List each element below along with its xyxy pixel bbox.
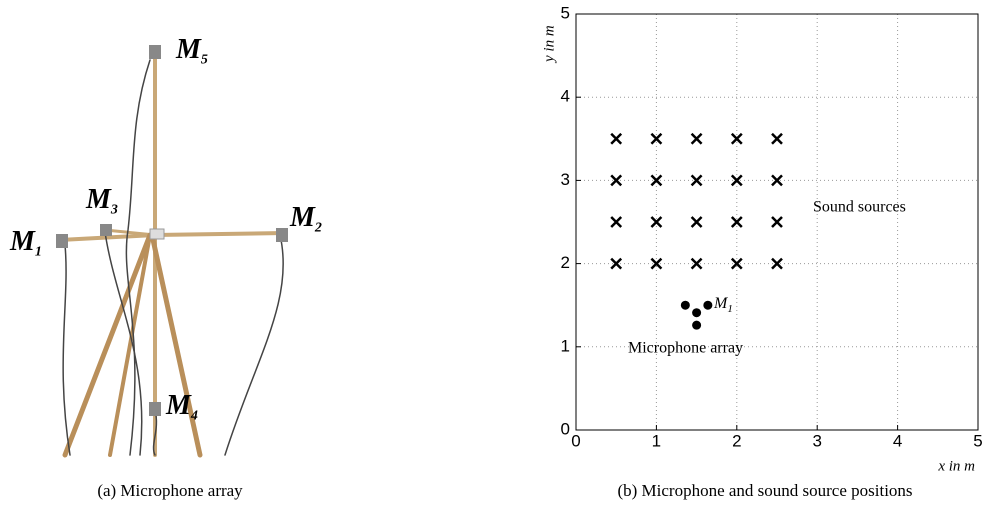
source-marker [690,174,703,187]
x-tick-label: 5 [973,431,982,450]
source-marker [771,216,783,228]
x-tick-label: 3 [812,431,821,450]
series-annotation: Sound sources [813,199,906,216]
mic-label: M3 [85,184,118,217]
source-marker [690,257,703,270]
mic-marker [680,300,690,310]
series-annotation: Microphone array [628,340,743,357]
mic-label-sub: 1 [35,245,42,260]
mic-label: M5 [175,34,208,67]
x-tick-label: 0 [571,431,580,450]
source-marker [771,132,783,145]
source-marker [650,174,663,187]
source-marker [650,216,663,228]
y-tick-label: 2 [561,253,570,272]
source-marker [610,132,623,145]
source-marker [730,216,743,228]
x-tick-label: 2 [732,431,741,450]
source-marker [730,257,743,270]
plot-frame [575,13,979,431]
mic-label: M2 [289,202,322,235]
x-axis-label: x in m [937,458,975,474]
source-marker [730,132,743,145]
source-marker [690,216,703,228]
mic-marker [692,308,702,318]
x-tick-label: 4 [893,431,902,450]
mic-label-sub: 2 [314,221,322,236]
mic-label-sub: 3 [110,203,118,218]
y-tick-label: 1 [561,336,570,355]
caption: (b) Microphone and sound source position… [617,481,912,500]
caption: (a) Microphone array [97,481,243,500]
y-tick-label: 0 [561,419,570,438]
source-marker [650,132,663,145]
source-marker [650,257,663,270]
mic-label: M4 [165,390,198,423]
y-axis-label: y in m [541,25,557,64]
mic-label: M1 [9,226,42,259]
source-marker [610,216,623,228]
mic-annotation-main: M [713,295,729,312]
source-marker [610,257,623,270]
photo [56,45,288,458]
y-tick-label: 4 [561,87,570,106]
source-marker [771,257,783,270]
mic-label-main: M [175,34,202,65]
mic-label-main: M [85,184,112,215]
source-marker [771,174,783,187]
x-tick-label: 1 [652,431,661,450]
source-marker [610,174,623,187]
mic-annotation-sub: 1 [727,302,733,314]
mic-annotation: M1 [713,295,733,315]
mic-marker [692,320,702,330]
mic-label-main: M [9,226,36,257]
mic-label-main: M [165,390,192,421]
mic-label-sub: 5 [201,53,208,68]
source-marker [730,174,743,187]
source-marker [690,132,703,145]
y-tick-label: 3 [561,170,570,189]
mic-label-main: M [289,202,316,233]
y-tick-label: 5 [561,3,570,22]
mic-marker [703,300,713,310]
mic-label-sub: 4 [190,409,198,424]
